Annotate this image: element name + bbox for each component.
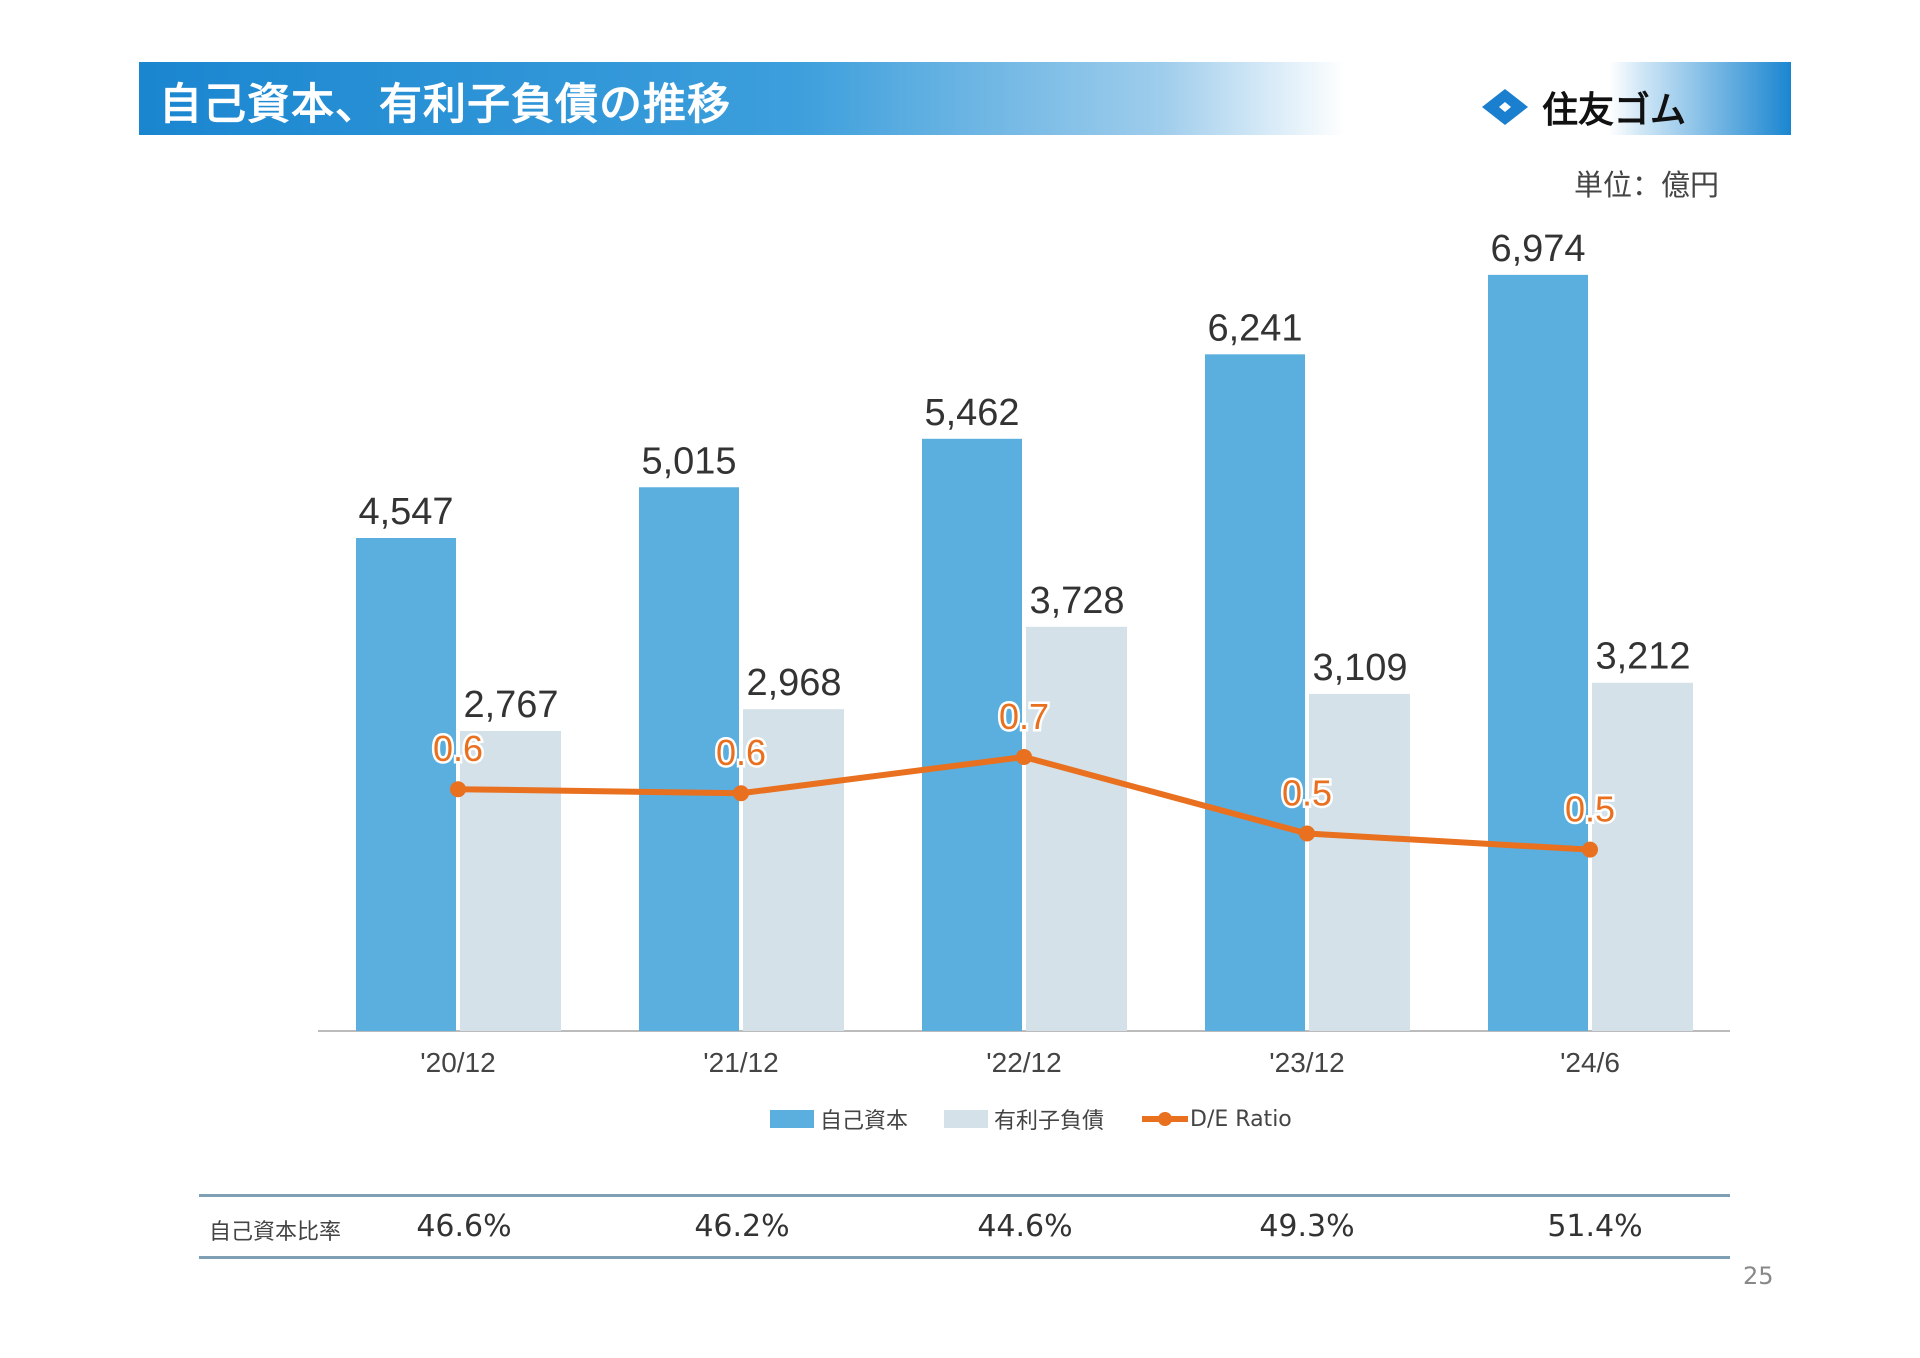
equity-ratio-value: 46.6% bbox=[416, 1209, 512, 1244]
legend-debt: 有利子負債 bbox=[944, 1103, 1104, 1135]
page-number: 25 bbox=[1743, 1262, 1774, 1290]
equity-data-label: 6,974 bbox=[1490, 228, 1585, 270]
equity-ratio-table: 自己資本比率 46.6% 46.2% 44.6% 49.3% 51.4% bbox=[199, 1194, 1730, 1259]
legend-de-ratio: D/E Ratio bbox=[1140, 1107, 1292, 1132]
de-ratio-point bbox=[733, 785, 749, 802]
equity-ratio-value: 44.6% bbox=[977, 1209, 1073, 1244]
unit-label: 単位：億円 bbox=[1574, 168, 1720, 202]
debt-bar bbox=[743, 709, 844, 1031]
x-tick-label: '23/12 bbox=[1269, 1047, 1344, 1078]
equity-bar bbox=[1488, 274, 1588, 1031]
logo-text: 住友ゴム bbox=[1542, 90, 1687, 131]
company-logo: 住友ゴム bbox=[1480, 81, 1686, 133]
line-marker-icon bbox=[1142, 1112, 1189, 1126]
de-ratio-label: 0.6 bbox=[716, 732, 766, 773]
legend-swatch bbox=[770, 1110, 814, 1128]
de-ratio-label: 0.7 bbox=[999, 696, 1049, 737]
de-ratio-point bbox=[1582, 841, 1598, 858]
x-tick-label: '21/12 bbox=[703, 1047, 778, 1078]
debt-data-label: 2,767 bbox=[463, 684, 558, 726]
legend-label: 有利子負債 bbox=[994, 1109, 1105, 1134]
equity-bar bbox=[356, 538, 456, 1031]
equity-data-label: 5,462 bbox=[924, 392, 1019, 434]
x-tick-label: '24/6 bbox=[1560, 1047, 1620, 1078]
debt-data-label: 3,212 bbox=[1595, 636, 1690, 678]
equity-bar bbox=[639, 487, 739, 1032]
equity-ratio-label: 自己資本比率 bbox=[209, 1220, 342, 1245]
de-ratio-label: 0.5 bbox=[1565, 789, 1615, 830]
debt-data-label: 3,109 bbox=[1312, 647, 1407, 689]
legend-swatch bbox=[944, 1110, 989, 1128]
legend-label: 自己資本 bbox=[820, 1109, 909, 1134]
de-ratio-label: 0.6 bbox=[433, 728, 483, 769]
de-ratio-line bbox=[457, 753, 1591, 853]
debt-data-label: 2,968 bbox=[746, 662, 841, 704]
equity-data-label: 4,547 bbox=[358, 491, 453, 533]
de-ratio-point bbox=[450, 781, 466, 798]
debt-bar bbox=[1592, 682, 1693, 1031]
equity-data-label: 6,241 bbox=[1207, 307, 1302, 349]
x-tick-label: '22/12 bbox=[986, 1047, 1061, 1078]
diamond-logo-icon bbox=[1482, 89, 1528, 125]
legend: 自己資本 有利子負債 D/E Ratio bbox=[770, 1103, 1328, 1135]
x-tick-label: '20/12 bbox=[420, 1047, 495, 1078]
page-title: 自己資本、有利子負債の推移 bbox=[159, 80, 731, 130]
equity-ratio-value: 49.3% bbox=[1259, 1209, 1355, 1244]
equity-bar bbox=[1205, 354, 1305, 1032]
de-ratio-point bbox=[1016, 748, 1032, 765]
debt-data-label: 3,728 bbox=[1029, 580, 1124, 622]
de-ratio-label: 0.5 bbox=[1282, 773, 1332, 814]
de-ratio-point bbox=[1299, 825, 1315, 842]
debt-bar bbox=[460, 730, 561, 1031]
equity-ratio-value: 51.4% bbox=[1547, 1209, 1643, 1244]
equity-bar bbox=[922, 438, 1022, 1031]
legend-label: D/E Ratio bbox=[1190, 1106, 1292, 1132]
debt-bar bbox=[1026, 626, 1127, 1031]
debt-bar bbox=[1309, 693, 1410, 1031]
legend-equity: 自己資本 bbox=[770, 1103, 908, 1135]
equity-data-label: 5,015 bbox=[641, 440, 736, 482]
equity-ratio-value: 46.2% bbox=[694, 1209, 790, 1244]
